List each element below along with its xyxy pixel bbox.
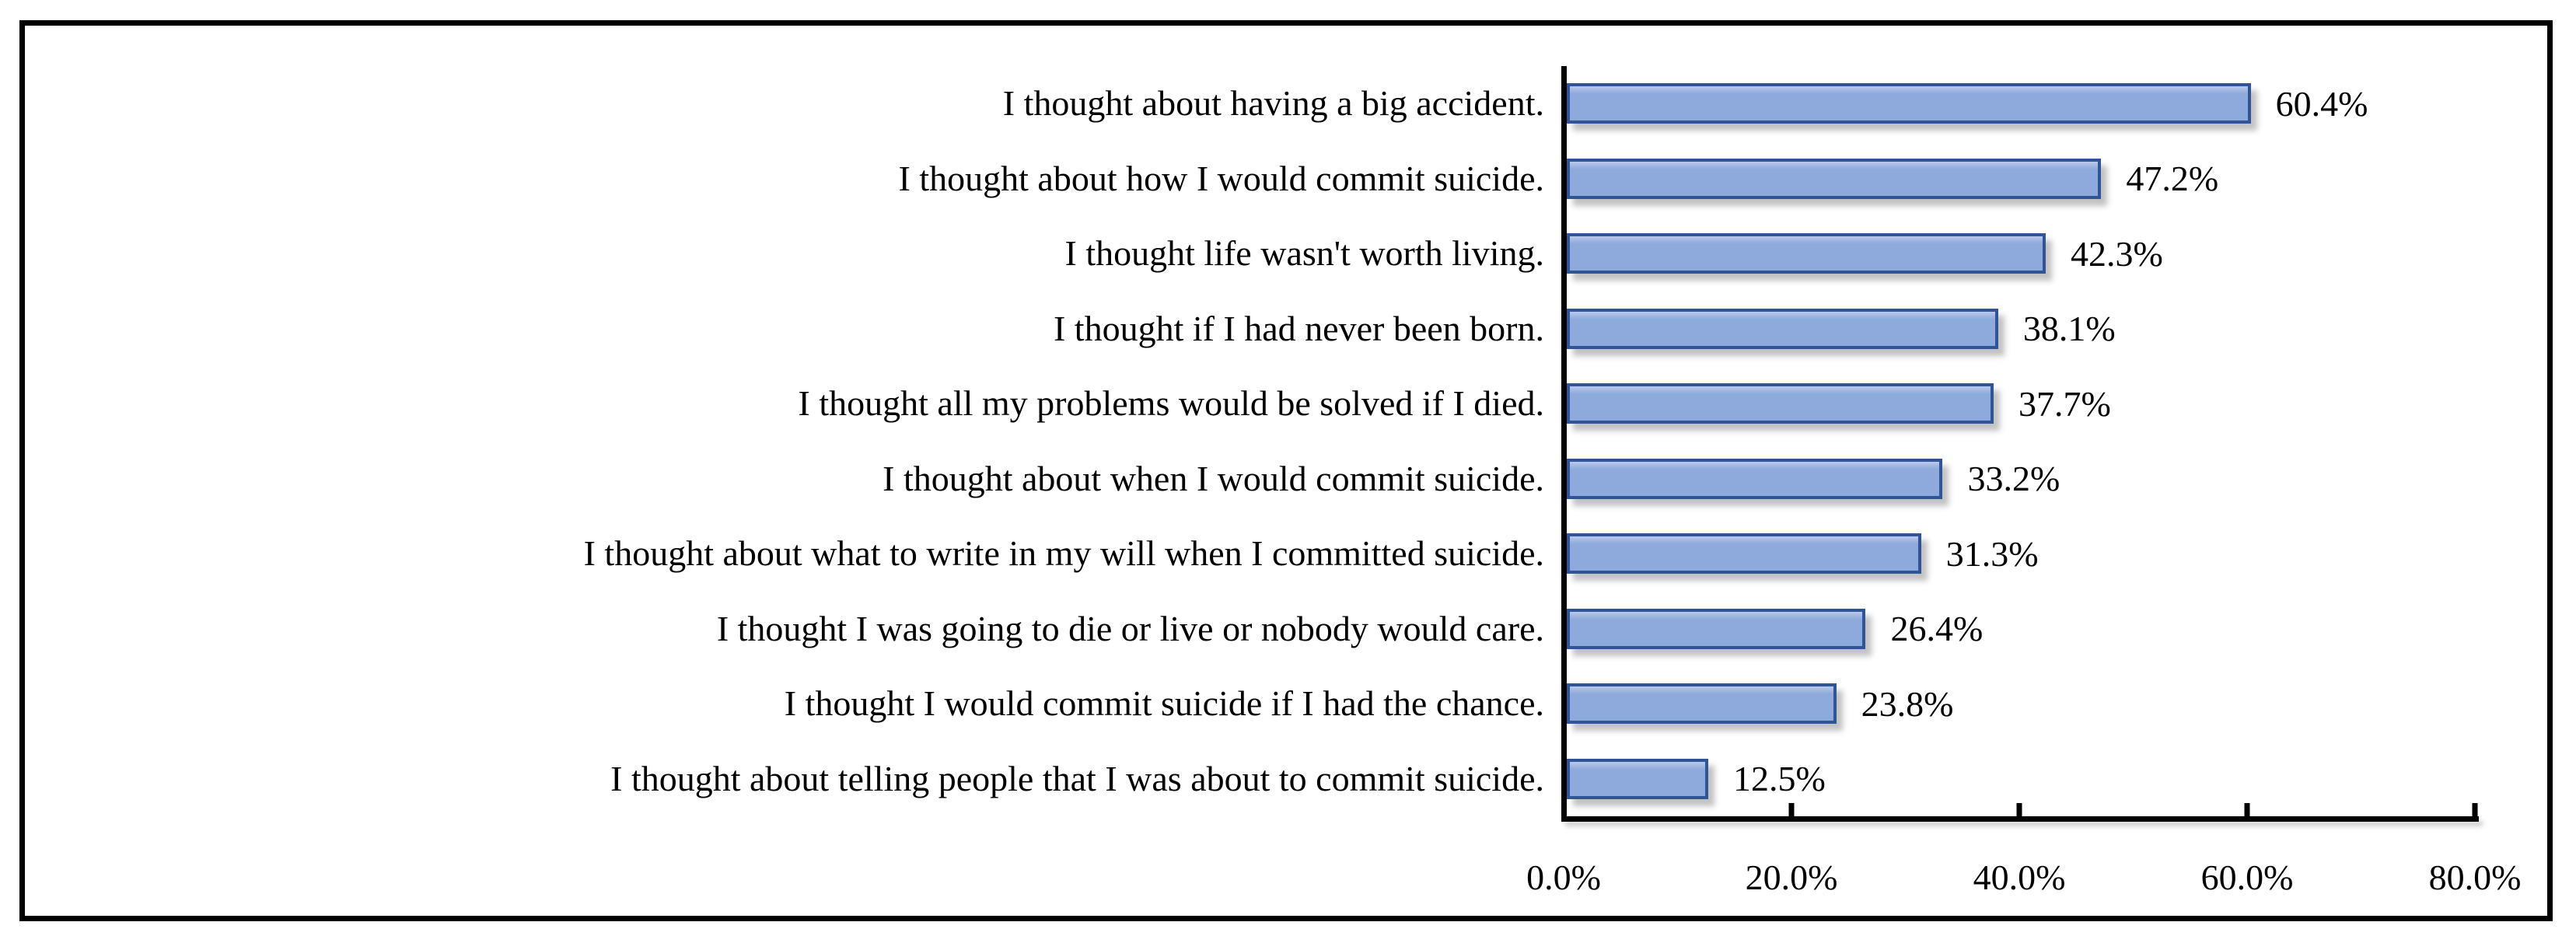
y-axis-line	[1561, 66, 1567, 822]
x-axis-tick	[2472, 803, 2478, 816]
bar-row: 60.4%	[1567, 66, 2473, 141]
bar-row: 31.3%	[1567, 516, 2473, 592]
bar-value-label: 60.4%	[2275, 83, 2368, 124]
bar-row: 26.4%	[1567, 592, 2473, 667]
bar	[1567, 158, 2102, 199]
x-axis-tick-label: 0.0%	[1526, 857, 1601, 897]
x-axis-tick-labels: 0.0% 20.0% 40.0% 60.0% 80.0%	[1526, 853, 2521, 903]
bar-value-label: 42.3%	[2070, 233, 2163, 274]
category-label: I thought about having a big accident.	[1002, 83, 1544, 124]
bar-value-label: 31.3%	[1945, 533, 2039, 574]
category-label: I thought about what to write in my will…	[583, 533, 1544, 574]
category-axis: I thought about having a big accident. I …	[28, 66, 1544, 816]
bar	[1567, 308, 1998, 349]
bar	[1567, 683, 1837, 725]
bar	[1567, 758, 1709, 799]
category-label: I thought I was going to die or live or …	[716, 608, 1544, 648]
bar-row: 23.8%	[1567, 666, 2473, 742]
bar-row: 47.2%	[1567, 141, 2473, 217]
x-axis-tick	[1788, 803, 1795, 816]
x-axis-line	[1561, 816, 2479, 822]
bar-value-label: 38.1%	[2022, 309, 2116, 349]
x-axis-tick-label: 20.0%	[1745, 857, 1838, 897]
x-axis-tick	[2016, 803, 2022, 816]
bar	[1567, 533, 1921, 575]
x-axis-tick-label: 80.0%	[2428, 857, 2522, 897]
bar-value-label: 26.4%	[1890, 609, 1984, 649]
bar	[1567, 383, 1994, 424]
bar-value-label: 33.2%	[1967, 459, 2060, 499]
category-label: I thought about how I would commit suici…	[898, 158, 1544, 198]
bar-row: 12.5%	[1567, 742, 2473, 817]
bar-row: 37.7%	[1567, 366, 2473, 442]
category-label: I thought if I had never been born.	[1053, 308, 1544, 348]
bar	[1567, 83, 2251, 124]
x-axis-ticks	[1564, 803, 2478, 816]
category-label: I thought I would commit suicide if I ha…	[784, 683, 1544, 724]
x-axis-tick-label: 40.0%	[1973, 857, 2066, 897]
bar-plot-area: 60.4% 47.2% 42.3% 38.1% 37.7% 33.2% 31.3% 26.4%…	[1567, 66, 2473, 816]
category-label: I thought life wasn't worth living.	[1064, 233, 1544, 274]
bar-value-label: 23.8%	[1861, 683, 1954, 724]
category-label: I thought about when I would commit suic…	[883, 458, 1544, 498]
bar-row: 33.2%	[1567, 442, 2473, 517]
category-label: I thought all my problems would be solve…	[798, 383, 1544, 424]
x-axis-tick-label: 60.0%	[2200, 857, 2294, 897]
bar-value-label: 37.7%	[2019, 383, 2111, 424]
bar-value-label: 12.5%	[1733, 759, 1826, 799]
bar	[1567, 233, 2046, 274]
bar	[1567, 608, 1866, 649]
category-label: I thought about telling people that I wa…	[610, 758, 1544, 798]
x-axis-tick	[2244, 803, 2250, 816]
bar-value-label: 47.2%	[2126, 159, 2219, 199]
bar-row: 38.1%	[1567, 292, 2473, 367]
bar-row: 42.3%	[1567, 216, 2473, 292]
figure-border	[19, 20, 2553, 921]
bar	[1567, 458, 1943, 499]
